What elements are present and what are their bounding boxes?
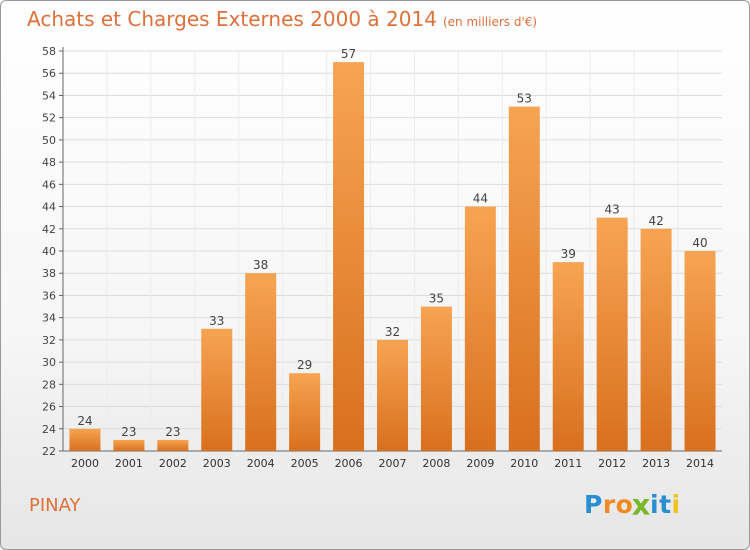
data-label-2012: 43 bbox=[605, 203, 620, 217]
data-label-2011: 39 bbox=[561, 247, 576, 261]
data-label-2003: 33 bbox=[209, 314, 224, 328]
x-tick-label: 2012 bbox=[598, 457, 626, 470]
x-tick-label: 2008 bbox=[422, 457, 450, 470]
data-labels: 24 23 23 33 38 29 57 32 35 44 53 39 43 42 40 bbox=[77, 47, 707, 439]
logo-letter: x bbox=[632, 487, 652, 522]
y-tick-label: 48 bbox=[42, 156, 56, 169]
chart-title-text: Achats et Charges Externes 2000 à 2014 bbox=[27, 7, 437, 31]
x-tick-label: 2011 bbox=[554, 457, 582, 470]
logo-letter: o bbox=[615, 490, 634, 519]
x-tick-label: 2000 bbox=[71, 457, 99, 470]
chart-subtitle: (en milliers d'€) bbox=[442, 15, 538, 29]
bar-2010 bbox=[508, 106, 540, 452]
bar-2013 bbox=[640, 228, 672, 451]
y-tick-label: 32 bbox=[42, 334, 56, 347]
bar-2007 bbox=[377, 339, 408, 451]
bar-2003 bbox=[201, 328, 233, 451]
data-label-2004: 38 bbox=[253, 258, 268, 272]
y-tick-label: 28 bbox=[42, 378, 56, 391]
x-tick-label: 2002 bbox=[159, 457, 187, 470]
x-tick-label: 2013 bbox=[642, 457, 670, 470]
bar-2008 bbox=[420, 306, 452, 451]
data-label-2001: 23 bbox=[121, 425, 136, 439]
bar-2001 bbox=[113, 439, 145, 451]
data-label-2010: 53 bbox=[517, 92, 532, 106]
y-tick-label: 44 bbox=[42, 201, 56, 214]
x-tick-label: 2006 bbox=[335, 457, 363, 470]
y-tick-label: 40 bbox=[42, 245, 56, 258]
y-tick-label: 30 bbox=[42, 356, 56, 369]
data-label-2007: 32 bbox=[385, 325, 400, 339]
y-tick-label: 26 bbox=[42, 401, 56, 414]
logo-letter: i bbox=[671, 490, 681, 519]
y-tick-label: 34 bbox=[42, 312, 56, 325]
bar-2012 bbox=[596, 217, 628, 451]
data-label-2002: 23 bbox=[165, 425, 180, 439]
x-tick-label: 2014 bbox=[686, 457, 714, 470]
x-tick-label: 2010 bbox=[510, 457, 538, 470]
data-label-2006: 57 bbox=[341, 47, 356, 61]
x-tick-label: 2009 bbox=[466, 457, 494, 470]
logo-letter: r bbox=[602, 490, 616, 519]
bars bbox=[69, 62, 716, 452]
data-label-2008: 35 bbox=[429, 292, 444, 306]
commune-name: PINAY bbox=[29, 495, 81, 516]
y-tick-label: 22 bbox=[42, 445, 56, 458]
y-tick-label: 52 bbox=[42, 112, 56, 125]
bar-2002 bbox=[157, 439, 189, 451]
y-tick-label: 58 bbox=[42, 45, 56, 58]
bar-2006 bbox=[333, 62, 365, 451]
logo-letter: i bbox=[650, 490, 660, 519]
y-tick-label: 46 bbox=[42, 178, 56, 191]
bar-2004 bbox=[245, 273, 277, 451]
x-tick-label: 2001 bbox=[115, 457, 143, 470]
data-label-2013: 42 bbox=[648, 214, 663, 228]
x-tick-label: 2004 bbox=[247, 457, 275, 470]
data-label-2005: 29 bbox=[297, 358, 312, 372]
bar-2014 bbox=[684, 251, 716, 451]
bar-2000 bbox=[69, 428, 101, 451]
y-tick-label: 38 bbox=[42, 267, 56, 280]
logo-letter: t bbox=[659, 490, 672, 519]
bar-2011 bbox=[552, 262, 584, 451]
data-label-2000: 24 bbox=[77, 414, 92, 428]
y-tick-label: 24 bbox=[42, 423, 56, 436]
y-tick-label: 50 bbox=[42, 134, 56, 147]
logo-letter: P bbox=[584, 490, 603, 519]
y-tick-label: 54 bbox=[42, 89, 56, 102]
x-tick-label: 2005 bbox=[291, 457, 319, 470]
x-tick-label: 2007 bbox=[379, 457, 407, 470]
bar-2005 bbox=[289, 373, 321, 451]
bar-2009 bbox=[464, 206, 496, 451]
chart-title: Achats et Charges Externes 2000 à 2014 (e… bbox=[27, 7, 537, 31]
data-label-2014: 40 bbox=[692, 236, 707, 250]
x-tick-label: 2003 bbox=[203, 457, 231, 470]
y-tick-label: 56 bbox=[42, 67, 56, 80]
y-tick-label: 42 bbox=[42, 223, 56, 236]
proxiti-logo[interactable]: Proxiti bbox=[584, 487, 681, 522]
y-tick-label: 36 bbox=[42, 289, 56, 302]
data-label-2009: 44 bbox=[473, 192, 488, 206]
